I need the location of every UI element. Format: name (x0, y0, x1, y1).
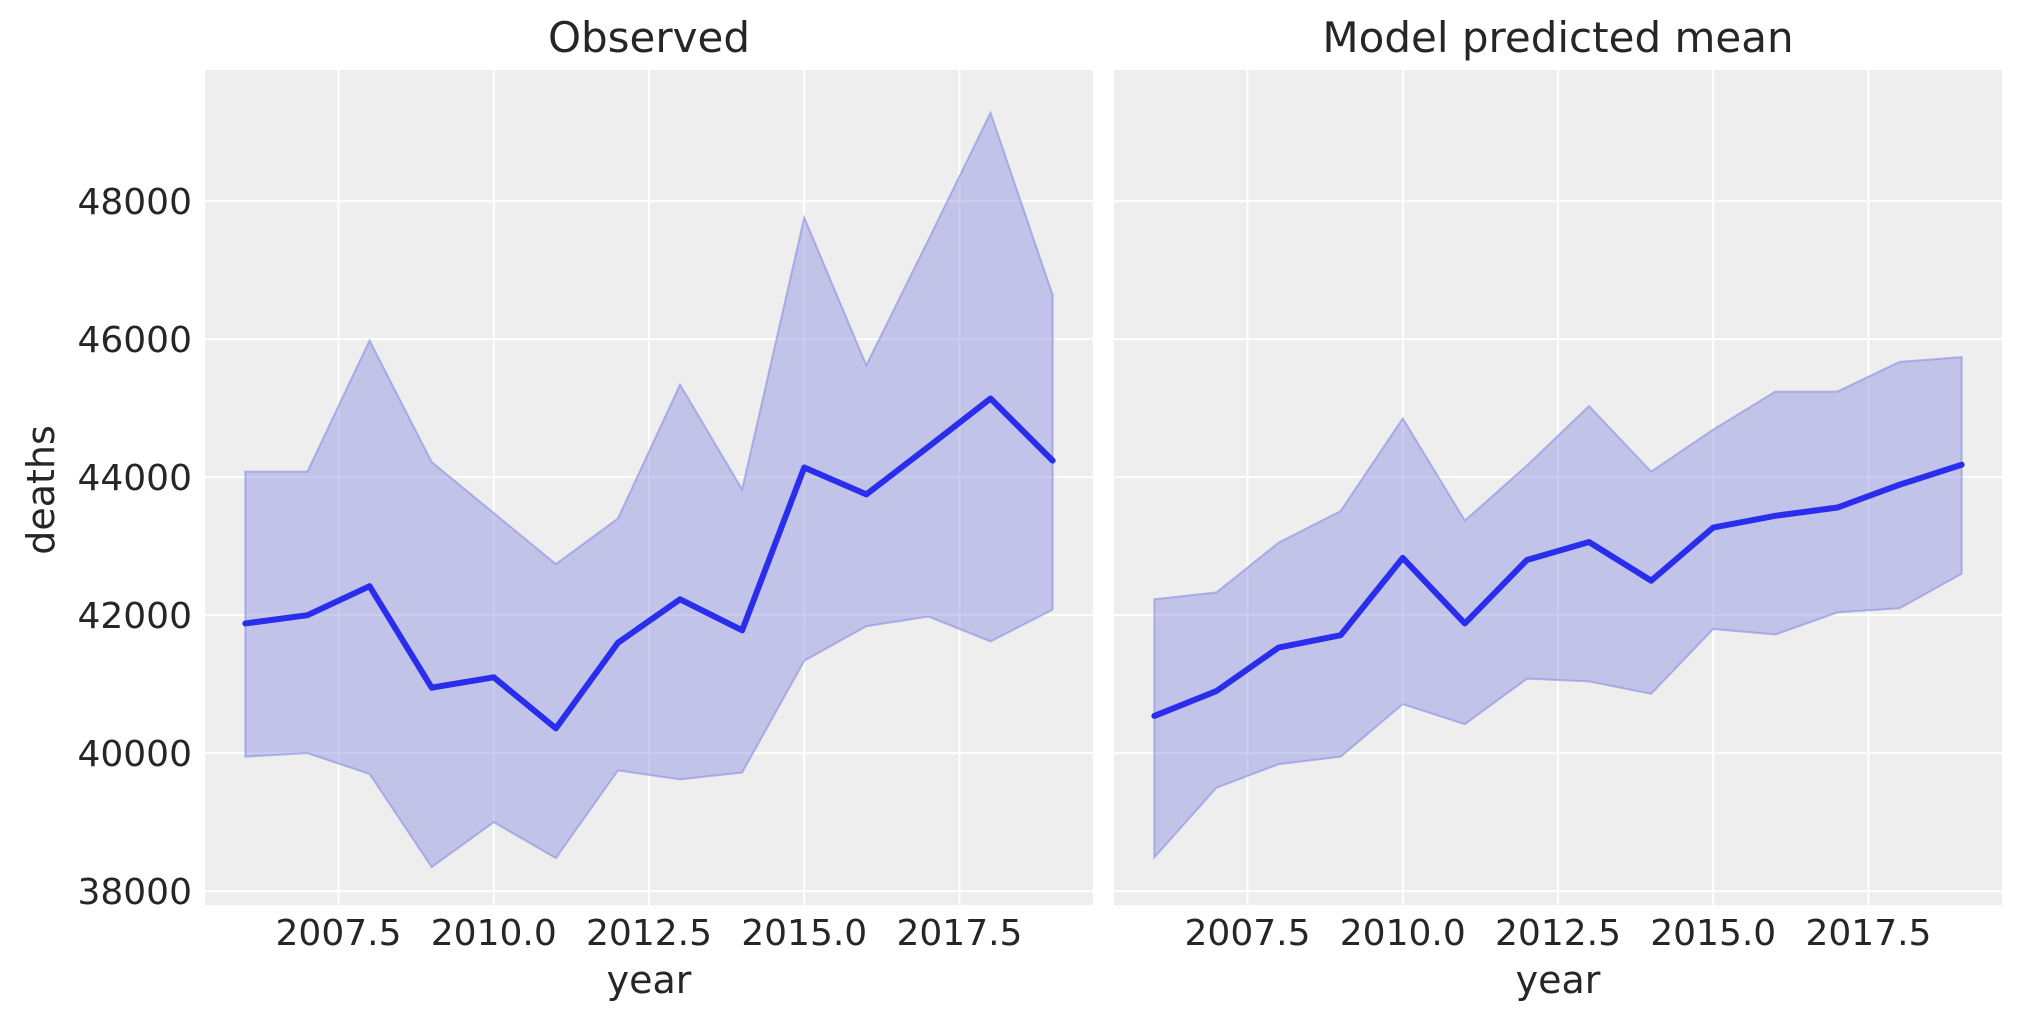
y-tick-label: 44000 (77, 458, 192, 499)
observed-x-axis-label: year (607, 958, 692, 1002)
observed-x-tick-label: 2012.5 (586, 913, 712, 954)
predicted-gridlines (1114, 70, 2002, 905)
predicted-panel: 2007.5 2010.0 2012.5 2015.0 2017.5 Model pre… (1114, 13, 2002, 1002)
observed-data (242, 110, 1056, 869)
observed-x-tick-label: 2015.0 (741, 913, 867, 954)
observed-panel: 2007.5 2010.0 2012.5 2015.0 2017.5 38000 4000… (19, 13, 1093, 1002)
observed-y-tick-labels: 38000 40000 42000 44000 46000 48000 (77, 182, 192, 913)
observed-x-tick-label: 2010.0 (431, 913, 557, 954)
predicted-x-tick-label: 2007.5 (1185, 913, 1311, 954)
observed-x-tick-label: 2007.5 (276, 913, 402, 954)
predicted-title: Model predicted mean (1322, 13, 1793, 62)
y-axis-label: deaths (19, 425, 63, 555)
predicted-x-axis-label: year (1516, 958, 1601, 1002)
predicted-mean-line (1151, 461, 1965, 719)
predicted-interval-band (1153, 355, 1963, 861)
y-tick-label: 48000 (77, 182, 192, 223)
predicted-x-tick-label: 2015.0 (1650, 913, 1776, 954)
observed-interval-band (244, 110, 1054, 869)
observed-x-tick-labels: 2007.5 2010.0 2012.5 2015.0 2017.5 (276, 913, 1023, 954)
predicted-x-tick-label: 2010.0 (1340, 913, 1466, 954)
observed-mean-line (242, 395, 1056, 732)
predicted-data (1151, 355, 1965, 861)
y-tick-label: 38000 (77, 872, 192, 913)
observed-x-tick-label: 2017.5 (897, 913, 1023, 954)
observed-gridlines (205, 70, 1093, 905)
y-tick-label: 46000 (77, 320, 192, 361)
observed-title: Observed (548, 13, 750, 62)
predicted-x-tick-label: 2012.5 (1495, 913, 1621, 954)
predicted-x-tick-label: 2017.5 (1806, 913, 1932, 954)
predicted-x-tick-labels: 2007.5 2010.0 2012.5 2015.0 2017.5 (1185, 913, 1932, 954)
y-tick-label: 42000 (77, 596, 192, 637)
y-tick-label: 40000 (77, 734, 192, 775)
